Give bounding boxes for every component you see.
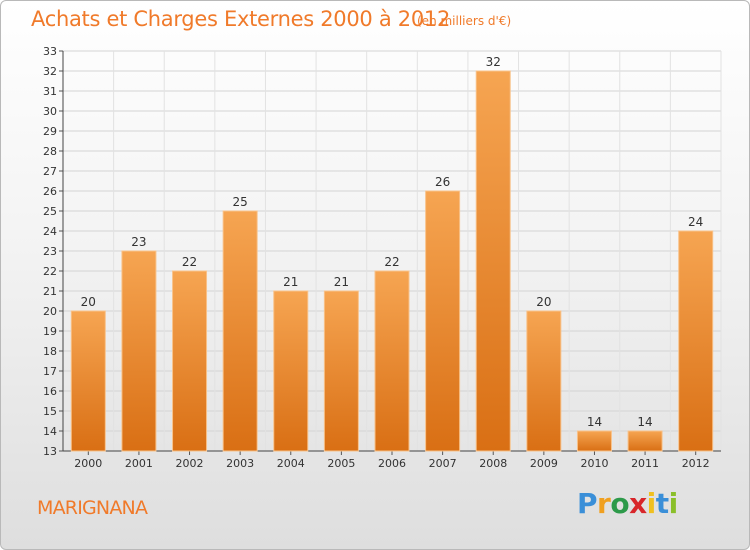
data-label: 22 bbox=[182, 255, 197, 269]
bar bbox=[576, 430, 612, 452]
logo-letter: x bbox=[629, 487, 647, 520]
y-tick-label: 29 bbox=[43, 125, 57, 138]
y-tick-label: 19 bbox=[43, 325, 57, 338]
y-tick-label: 17 bbox=[43, 365, 57, 378]
y-tick-label: 15 bbox=[43, 405, 57, 418]
logo-letter: o bbox=[610, 487, 630, 520]
y-tick-label: 13 bbox=[43, 445, 57, 458]
x-tick-label: 2008 bbox=[479, 457, 507, 470]
y-tick-label: 16 bbox=[43, 385, 57, 398]
proxiti-logo[interactable]: Proxiti bbox=[577, 487, 678, 520]
y-tick-label: 32 bbox=[43, 65, 57, 78]
data-label: 21 bbox=[334, 275, 349, 289]
logo-letter: P bbox=[577, 487, 598, 520]
logo-letter: t bbox=[655, 487, 669, 520]
x-tick-label: 2009 bbox=[530, 457, 558, 470]
data-label: 32 bbox=[486, 55, 501, 69]
logo-letter: i bbox=[668, 487, 679, 520]
bar bbox=[323, 290, 359, 452]
bar bbox=[374, 270, 410, 452]
y-tick-label: 26 bbox=[43, 185, 57, 198]
bar bbox=[172, 270, 208, 452]
x-tick-label: 2012 bbox=[682, 457, 710, 470]
chart-subtitle: (en milliers d'€) bbox=[417, 14, 512, 28]
x-tick-label: 2004 bbox=[277, 457, 305, 470]
y-tick-label: 30 bbox=[43, 105, 57, 118]
y-tick-label: 27 bbox=[43, 165, 57, 178]
bar bbox=[273, 290, 309, 452]
data-label: 14 bbox=[587, 415, 602, 429]
y-tick-label: 21 bbox=[43, 285, 57, 298]
bars bbox=[70, 70, 714, 452]
data-label: 21 bbox=[283, 275, 298, 289]
data-label: 22 bbox=[384, 255, 399, 269]
x-tick-label: 2011 bbox=[631, 457, 659, 470]
data-label: 14 bbox=[637, 415, 652, 429]
data-label: 23 bbox=[131, 235, 146, 249]
bar bbox=[425, 190, 461, 452]
y-tick-label: 33 bbox=[43, 45, 57, 58]
x-tick-label: 2002 bbox=[176, 457, 204, 470]
chart-title: Achats et Charges Externes 2000 à 2012 bbox=[31, 7, 451, 31]
data-label: 20 bbox=[81, 295, 96, 309]
bar bbox=[678, 230, 714, 452]
y-tick-label: 14 bbox=[43, 425, 57, 438]
x-tick-label: 2006 bbox=[378, 457, 406, 470]
y-tick-label: 28 bbox=[43, 145, 57, 158]
y-tick-label: 25 bbox=[43, 205, 57, 218]
bar bbox=[222, 210, 258, 452]
data-label: 20 bbox=[536, 295, 551, 309]
x-tick-label: 2010 bbox=[580, 457, 608, 470]
x-tick-label: 2000 bbox=[74, 457, 102, 470]
x-tick-label: 2007 bbox=[429, 457, 457, 470]
x-tick-label: 2001 bbox=[125, 457, 153, 470]
y-tick-label: 31 bbox=[43, 85, 57, 98]
y-tick-label: 24 bbox=[43, 225, 57, 238]
bar bbox=[70, 310, 106, 452]
data-label: 24 bbox=[688, 215, 703, 229]
x-tick-label: 2003 bbox=[226, 457, 254, 470]
commune-name: MARIGNANA bbox=[37, 497, 148, 519]
logo-letter: r bbox=[597, 487, 611, 520]
y-tick-label: 23 bbox=[43, 245, 57, 258]
logo-letter: i bbox=[646, 487, 657, 520]
data-labels: 20 23 22 25 21 21 22 26 32 20 14 14 24 bbox=[81, 55, 704, 429]
y-tick-label: 18 bbox=[43, 345, 57, 358]
bar bbox=[121, 250, 157, 452]
bar bbox=[627, 430, 663, 452]
data-label: 25 bbox=[233, 195, 248, 209]
x-tick-label: 2005 bbox=[327, 457, 355, 470]
data-label: 26 bbox=[435, 175, 450, 189]
bar bbox=[475, 70, 511, 452]
y-tick-label: 20 bbox=[43, 305, 57, 318]
bar bbox=[526, 310, 562, 452]
y-tick-label: 22 bbox=[43, 265, 57, 278]
